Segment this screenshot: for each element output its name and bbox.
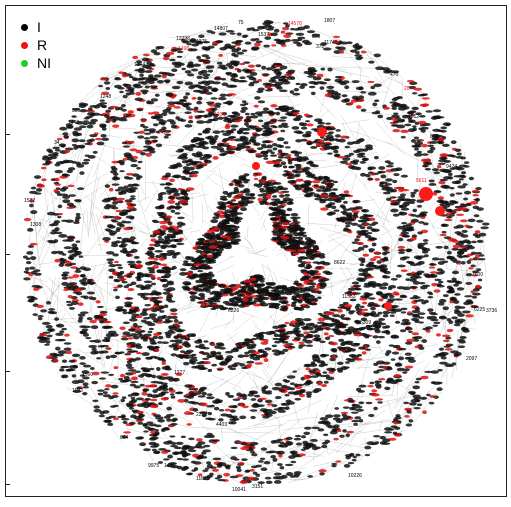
node-label: 14807 <box>214 26 228 32</box>
node-label: 8622 <box>334 260 345 266</box>
axis-tick <box>6 484 10 485</box>
node-label: 3736 <box>486 308 497 314</box>
node-label: 10041 <box>232 487 246 493</box>
node-label: 1426 <box>158 130 169 136</box>
node-label: 1448 <box>68 120 79 126</box>
legend-item-i: I <box>21 18 51 36</box>
node-label: 1812 <box>408 114 419 120</box>
node-label: 4403 <box>216 422 227 428</box>
node-label: 1248 <box>100 94 111 100</box>
node-label: 6225 <box>474 307 485 313</box>
legend: I R NI <box>21 18 51 72</box>
legend-dot-r <box>21 41 28 49</box>
node-label: 1486 <box>164 463 175 469</box>
node-label: 7300 <box>204 303 215 309</box>
legend-label-i: I <box>37 19 41 35</box>
node-label: 34 <box>54 140 60 146</box>
node-label: 3258 <box>268 292 279 298</box>
node-label: 874 <box>120 435 129 441</box>
node-label: 1537 <box>258 32 269 38</box>
node-label: 9424 <box>446 164 457 170</box>
node-label: 11825 <box>196 476 210 482</box>
node-label: 6226 <box>228 308 239 314</box>
node-label: 1807 <box>324 18 335 24</box>
legend-item-r: R <box>21 36 51 54</box>
legend-item-ni: NI <box>21 54 51 72</box>
node-label: 75 <box>238 20 244 26</box>
node-label: 10226 <box>348 473 362 479</box>
node-label: 5309 <box>360 320 371 326</box>
node-label: 1344 <box>134 62 145 68</box>
axis-tick <box>6 254 10 255</box>
node-label: 13298 <box>176 36 190 42</box>
node-label: 1193 <box>72 388 83 394</box>
nodes <box>22 19 490 485</box>
node-label: 801 <box>430 134 439 140</box>
network-plot-frame: 75 1537 13298 1275 14807 278 372 11745 470 1344 34… <box>5 5 507 497</box>
node-label: 1275 <box>196 39 207 45</box>
node-label: 470 <box>390 72 399 78</box>
node-label: 336 <box>72 108 81 114</box>
node-label: 3151 <box>252 484 263 490</box>
node-label: 2219 <box>196 412 207 418</box>
node-label: 1522 <box>24 198 35 204</box>
axis-tick <box>6 134 10 135</box>
axis-tick <box>6 371 10 372</box>
node-label: 1560 <box>82 372 93 378</box>
node-label: 372 <box>316 44 325 50</box>
legend-label-ni: NI <box>37 55 51 71</box>
node-label: 278 <box>312 34 321 40</box>
node-label: 14578 <box>288 21 302 27</box>
node-label: 1498 <box>178 46 189 52</box>
node-label: 11745 <box>324 40 338 46</box>
legend-dot-i <box>21 23 28 31</box>
node-label: 2077 <box>404 86 415 92</box>
node-label: 2097 <box>466 356 477 362</box>
node-label: 9975 <box>148 463 159 469</box>
node-label: 5611 <box>416 178 427 184</box>
legend-dot-ni <box>21 59 28 67</box>
node-label: 1204 <box>214 112 225 118</box>
node-label: 1308 <box>30 222 41 228</box>
node-label: 7600 <box>472 272 483 278</box>
legend-label-r: R <box>37 37 48 53</box>
node-label: 11563 <box>342 294 356 300</box>
node-label: 1277 <box>174 370 185 376</box>
